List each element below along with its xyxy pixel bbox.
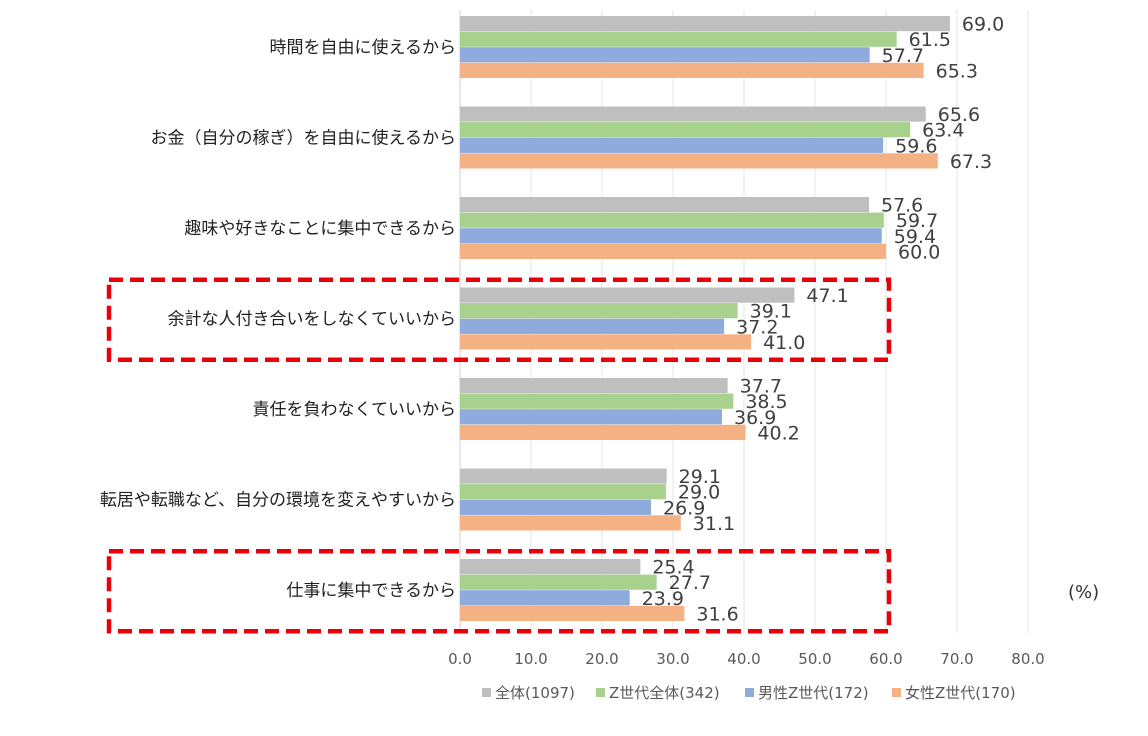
x-tick-label: 50.0 [798, 650, 831, 668]
data-label: 37.7 [740, 376, 782, 398]
bar [460, 590, 630, 606]
bar [460, 122, 911, 138]
category-label: 仕事に集中できるから [286, 581, 456, 601]
data-label: 59.4 [894, 226, 936, 248]
category-label: お金（自分の稼ぎ）を自由に使えるから [151, 128, 457, 149]
data-label: 67.3 [950, 151, 992, 173]
highlight-boxes [106, 277, 892, 634]
data-label: 23.9 [642, 588, 684, 610]
bar [460, 212, 884, 228]
data-label: 38.5 [745, 391, 787, 413]
bar [460, 197, 869, 213]
data-label: 65.6 [938, 104, 980, 126]
legend-swatch [745, 688, 754, 697]
bar [460, 303, 738, 319]
bar [460, 409, 722, 425]
category-labels: 時間を自由に使えるからお金（自分の稼ぎ）を自由に使えるから趣味や好きなことに集中… [100, 37, 456, 601]
data-label: 69.0 [962, 14, 1004, 36]
bar [460, 153, 938, 169]
x-tick-label: 0.0 [448, 650, 472, 668]
bar [460, 228, 882, 244]
bar [460, 559, 641, 575]
value-labels: 69.0 61.557.7 65.3 65.663.459.6 67.3 57.659.7… [642, 14, 1005, 626]
legend-label: 全体(1097) [495, 684, 575, 702]
x-tick-label: 60.0 [869, 650, 902, 668]
data-label: 59.7 [896, 210, 938, 232]
bar [460, 16, 950, 32]
bar [460, 499, 651, 515]
x-tick-label: 40.0 [727, 650, 760, 668]
x-axis-ticks: 0.0 10.0 20.0 30.0 40.0 50.0 60.0 70.0 80.0 [448, 650, 1045, 668]
bar [460, 137, 884, 153]
data-label: 65.3 [936, 60, 978, 82]
bar [460, 515, 681, 531]
x-tick-label: 30.0 [656, 650, 689, 668]
bar [460, 468, 667, 484]
unit-label: (%) [1068, 582, 1099, 603]
data-label: 63.4 [922, 120, 964, 142]
bar [460, 334, 752, 350]
data-label: 60.0 [898, 241, 940, 263]
bar [460, 243, 886, 259]
data-label: 31.1 [693, 513, 735, 535]
highlight-box [106, 548, 892, 634]
data-label: 31.6 [696, 603, 738, 625]
bar [460, 393, 734, 409]
x-tick-label: 70.0 [940, 650, 973, 668]
data-label: 47.1 [806, 285, 848, 307]
legend-label: 女性Z世代(170) [905, 684, 1016, 702]
legend-label: Z世代全体(342) [609, 684, 720, 702]
data-label: 61.5 [909, 29, 951, 51]
legend-label: 男性Z世代(172) [758, 684, 869, 702]
legend-swatch [892, 688, 901, 697]
legend: 全体(1097) Z世代全体(342) 男性Z世代(172) 女性Z世代(170) [482, 684, 1016, 702]
bar [460, 605, 685, 621]
bar [460, 287, 795, 303]
bar [460, 484, 666, 500]
data-label: 39.1 [750, 301, 792, 323]
category-label: 責任を負わなくていいから [253, 400, 457, 420]
bar [460, 62, 924, 78]
data-label: 57.7 [882, 45, 924, 67]
data-label: 25.4 [652, 557, 694, 579]
category-label: 時間を自由に使えるから [270, 37, 457, 58]
highlight-box [106, 277, 892, 362]
bars [460, 16, 950, 621]
data-label: 26.9 [663, 497, 705, 519]
x-tick-label: 20.0 [585, 650, 618, 668]
legend-swatch [596, 688, 605, 697]
x-tick-label: 10.0 [514, 650, 547, 668]
bar [460, 378, 728, 394]
bar [460, 47, 870, 63]
bar [460, 31, 897, 47]
data-label: 36.9 [734, 407, 776, 429]
category-label: 転居や転職など、自分の環境を変えやすいから [100, 491, 456, 511]
data-label: 37.2 [736, 316, 778, 338]
data-label: 29.1 [679, 466, 721, 488]
category-label: 余計な人付き合いをしなくていいから [168, 310, 457, 330]
data-label: 41.0 [763, 332, 805, 354]
bar [460, 424, 746, 440]
data-label: 29.0 [678, 482, 720, 504]
bar [460, 574, 657, 590]
data-label: 59.6 [895, 135, 937, 157]
x-tick-label: 80.0 [1011, 650, 1044, 668]
data-label: 57.6 [881, 195, 923, 217]
bar [460, 318, 725, 334]
data-label: 27.7 [669, 572, 711, 594]
category-label: 趣味や好きなことに集中できるから [184, 219, 456, 239]
bar [460, 106, 926, 122]
legend-swatch [482, 688, 491, 697]
data-label: 40.2 [757, 422, 799, 444]
